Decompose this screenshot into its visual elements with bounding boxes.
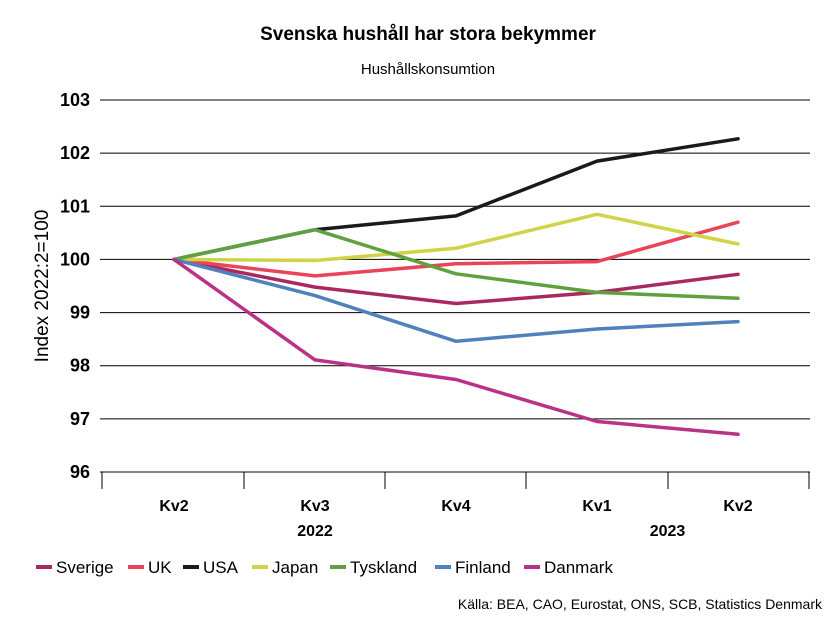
chart-subtitle: Hushållskonsumtion [361, 61, 495, 78]
x-tick-label: Kv4 [441, 498, 470, 515]
legend-entry: Japan [272, 558, 318, 577]
y-tick-label: 101 [60, 196, 90, 216]
legend-entry: Finland [455, 558, 511, 577]
x-axis: Kv2 Kv3 Kv4 Kv1 Kv2 2022 2023 [101, 472, 810, 540]
y-tick-label: 102 [60, 143, 90, 163]
x-tick-label: Kv2 [159, 498, 188, 515]
y-tick-label: 99 [70, 303, 90, 323]
series-line-sverige [172, 257, 740, 306]
y-tick-labels: 96 97 98 99 100 101 102 103 [60, 90, 90, 482]
series-line-uk [172, 220, 740, 278]
legend-entry: Tyskland [350, 558, 417, 577]
legend-entry: UK [148, 558, 172, 577]
series-line-danmark [172, 257, 740, 437]
year-label: 2023 [650, 523, 686, 540]
series-lines [172, 137, 740, 437]
x-tick-label: Kv3 [300, 498, 329, 515]
x-tick-label: Kv1 [582, 498, 611, 515]
legend-entry: USA [203, 558, 239, 577]
legend-entry: Danmark [544, 558, 613, 577]
legend: Sverige UK USA Japan Tyskland Finland Danmark [36, 558, 613, 577]
y-tick-label: 100 [60, 249, 90, 269]
gridlines [100, 99, 810, 473]
series-line-finland [172, 257, 740, 344]
y-axis-label: Index 2022:2=100 [32, 210, 53, 363]
legend-entry: Sverige [56, 558, 114, 577]
chart-title: Svenska hushåll har stora bekymmer [260, 24, 596, 45]
y-tick-label: 98 [70, 356, 90, 376]
series-line-japan [172, 212, 740, 263]
y-tick-label: 97 [70, 409, 90, 429]
series-line-tyskland [172, 227, 740, 300]
y-tick-label: 96 [70, 462, 90, 482]
x-tick-label: Kv2 [723, 498, 752, 515]
source-note: Källa: BEA, CAO, Eurostat, ONS, SCB, Sta… [458, 596, 823, 612]
y-tick-label: 103 [60, 90, 90, 110]
year-label: 2022 [297, 523, 333, 540]
